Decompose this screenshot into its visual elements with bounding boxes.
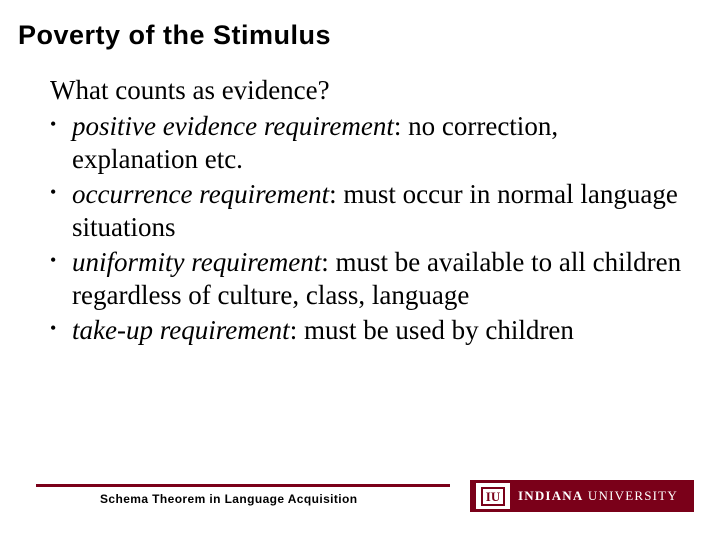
footer-text: Schema Theorem in Language Acquisition	[100, 492, 357, 506]
list-item: occurrence requirement: must occur in no…	[50, 178, 690, 244]
slide: Poverty of the Stimulus What counts as e…	[0, 0, 720, 540]
university-logo: IU INDIANA UNIVERSITY	[470, 480, 694, 512]
bullet-term: occurrence requirement	[72, 179, 329, 209]
bullet-term: positive evidence requirement	[72, 111, 394, 141]
slide-footer: Schema Theorem in Language Acquisition I…	[0, 480, 720, 516]
list-item: uniformity requirement: must be availabl…	[50, 246, 690, 312]
logo-mark-tab: IU	[476, 483, 510, 509]
slide-title: Poverty of the Stimulus	[0, 0, 720, 61]
bullet-term: uniformity requirement	[72, 247, 321, 277]
logo-word-university: UNIVERSITY	[583, 488, 677, 503]
logo-wordmark: INDIANA UNIVERSITY	[518, 488, 678, 504]
bullet-rest: : must be used by children	[290, 315, 574, 345]
question-heading: What counts as evidence?	[50, 75, 690, 106]
bullet-list: positive evidence requirement: no correc…	[50, 110, 690, 347]
footer-rule	[36, 484, 450, 487]
logo-word-indiana: INDIANA	[518, 488, 583, 503]
slide-content: What counts as evidence? positive eviden…	[0, 61, 720, 347]
list-item: take-up requirement: must be used by chi…	[50, 314, 690, 347]
logo-mark: IU	[481, 487, 505, 506]
bullet-term: take-up requirement	[72, 315, 290, 345]
list-item: positive evidence requirement: no correc…	[50, 110, 690, 176]
